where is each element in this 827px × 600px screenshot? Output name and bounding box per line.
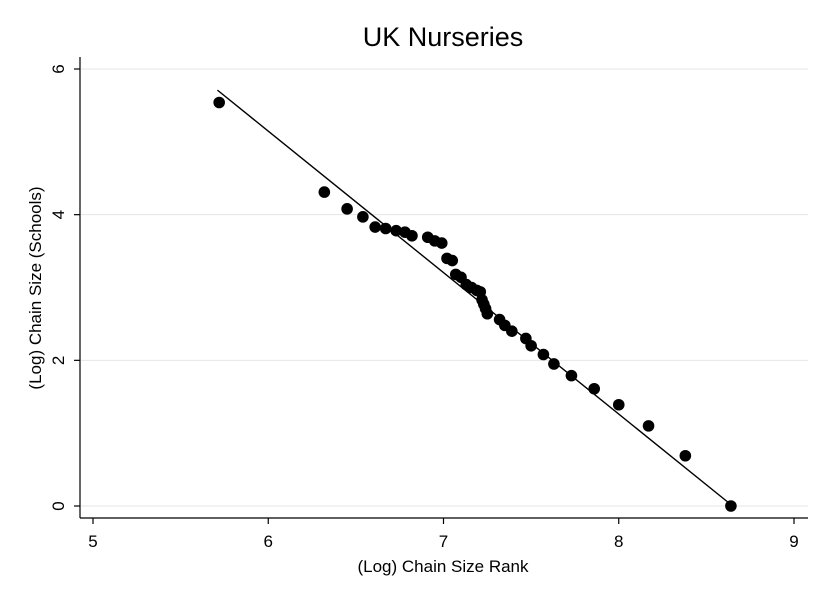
data-point — [548, 358, 560, 370]
x-tick-label: 7 — [439, 532, 448, 551]
data-point — [357, 211, 369, 223]
y-axis-label: (Log) Chain Size (Schools) — [26, 186, 45, 389]
data-points — [213, 96, 737, 512]
data-point — [213, 96, 225, 109]
data-point — [642, 420, 655, 432]
y-tick-label: 6 — [49, 64, 68, 73]
data-point — [435, 237, 448, 249]
data-point — [525, 339, 537, 352]
x-tick-label: 5 — [88, 532, 97, 551]
data-point — [588, 382, 601, 395]
y-tick-label: 4 — [49, 210, 68, 219]
x-tick-label: 9 — [789, 532, 798, 551]
data-point — [379, 222, 392, 235]
grid-lines — [81, 68, 808, 507]
data-point — [612, 398, 625, 411]
fitted-line — [216, 89, 734, 507]
data-point — [390, 224, 402, 237]
data-point — [725, 500, 737, 512]
y-tick-label: 0 — [49, 501, 68, 510]
data-point — [506, 325, 518, 338]
x-axis-ticks: 5 6 7 8 9 — [88, 518, 799, 551]
data-point — [318, 186, 331, 198]
data-point — [446, 254, 459, 267]
chart-title: UK Nurseries — [363, 22, 524, 52]
data-point — [679, 449, 692, 462]
data-point — [481, 307, 494, 320]
x-tick-label: 8 — [614, 532, 623, 551]
x-tick-label: 6 — [264, 532, 273, 551]
data-point — [369, 221, 381, 233]
data-point — [565, 369, 578, 382]
x-axis-label: (Log) Chain Size Rank — [357, 557, 529, 576]
y-axis-ticks: 0 2 4 6 — [49, 64, 80, 511]
y-tick-label: 2 — [49, 356, 68, 365]
data-point — [341, 203, 353, 215]
data-point — [406, 229, 418, 242]
data-point — [537, 348, 550, 361]
